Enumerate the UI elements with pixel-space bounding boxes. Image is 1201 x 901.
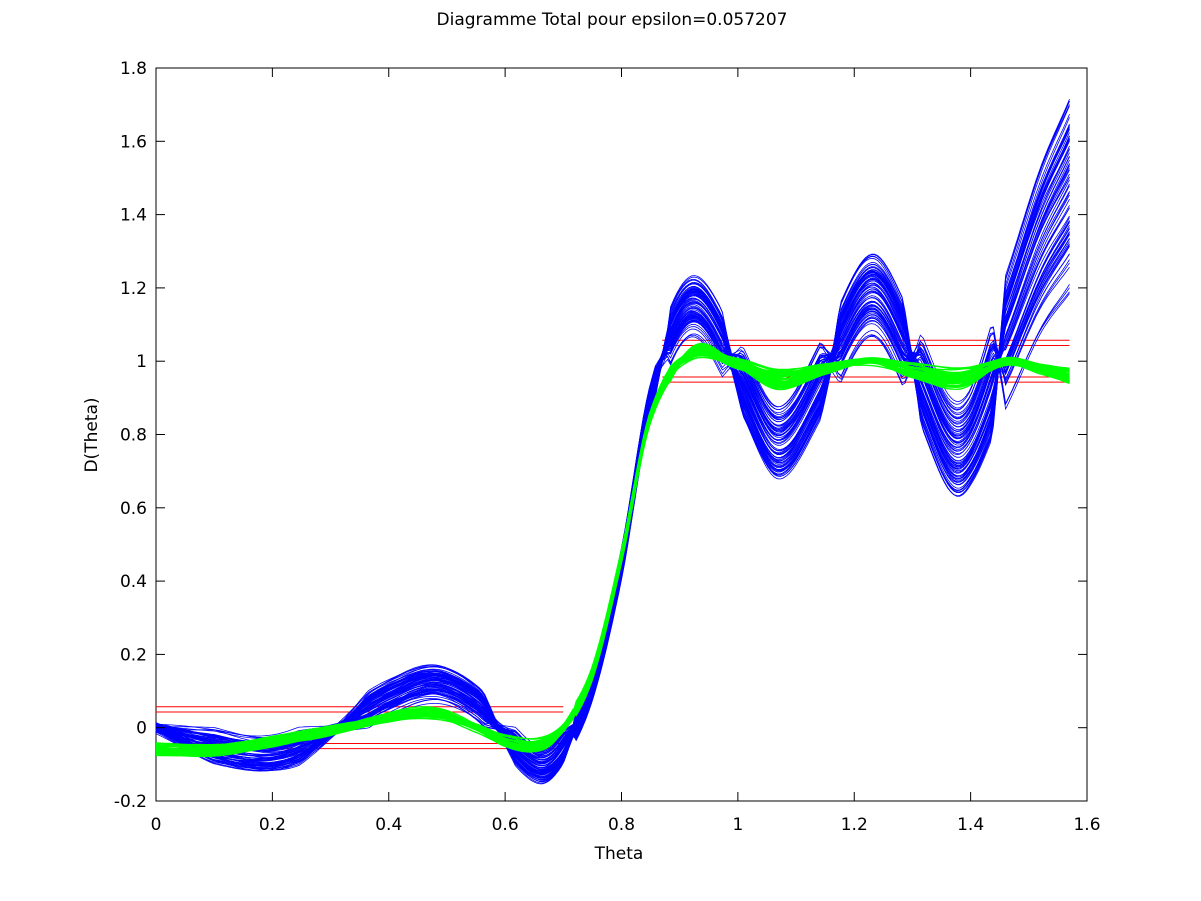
x-tick-label: 0.6: [492, 815, 519, 835]
y-tick-label: 1.8: [120, 59, 147, 79]
axis-ticks: [155, 67, 1088, 802]
blue-series-curve: [155, 148, 1070, 773]
x-tick-label: 1.2: [841, 815, 868, 835]
x-tick-label: 0.4: [375, 815, 402, 835]
y-tick-label: -0.2: [114, 792, 147, 812]
y-tick-label: 0.6: [120, 499, 147, 519]
y-tick-label: 1: [136, 352, 147, 372]
y-tick-label: 1.2: [120, 279, 147, 299]
green-series-curve: [155, 353, 1070, 750]
x-tick-label: 1: [732, 815, 743, 835]
x-tick-label: 0.8: [608, 815, 635, 835]
y-tick-label: 1.6: [120, 132, 147, 152]
y-axis-label: D(Theta): [82, 397, 102, 472]
green-curve-family: [155, 342, 1070, 758]
y-tick-label: 1.4: [120, 206, 147, 226]
y-tick-label: 0.4: [120, 572, 147, 592]
y-tick-labels: -0.2 0 0.2 0.4 0.6 0.8 1 1.2 1.4 1.6 1.8: [114, 59, 147, 812]
blue-series-curve: [155, 100, 1070, 784]
x-axis-label: Theta: [594, 844, 644, 864]
x-tick-label: 0.2: [259, 815, 286, 835]
x-tick-label: 1.4: [957, 815, 984, 835]
chart-title: Diagramme Total pour epsilon=0.057207: [437, 10, 788, 30]
x-tick-label: 0: [151, 815, 162, 835]
y-tick-label: 0: [136, 719, 147, 739]
y-tick-label: 0.2: [120, 645, 147, 665]
x-tick-labels: 0 0.2 0.4 0.6 0.8 1 1.2 1.4 1.6: [151, 815, 1101, 835]
x-tick-label: 1.6: [1073, 815, 1100, 835]
y-tick-label: 0.8: [120, 426, 147, 446]
green-series-curve: [155, 351, 1070, 753]
